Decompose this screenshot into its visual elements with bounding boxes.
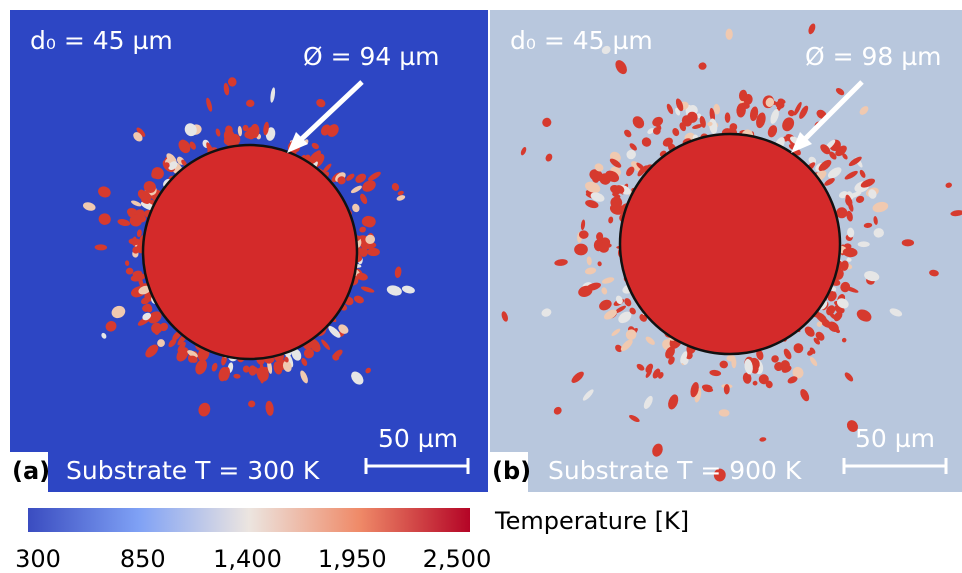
initial-diameter: d₀ = 45 µm	[30, 26, 173, 55]
droplet	[246, 100, 254, 107]
colorbar-tick-label: 300	[15, 545, 61, 573]
colorbar-ticks: 300 850 1,400 1,950 2,500	[15, 545, 491, 573]
droplet	[367, 248, 380, 256]
droplet	[244, 131, 254, 139]
scale-bar-label: 50 µm	[378, 424, 458, 453]
scale-bar-label: 50 µm	[855, 424, 935, 453]
figure: d₀ = 45 µm Ø = 94 µm 50 µm (a) Substrate…	[0, 0, 962, 573]
panel-label: (a)	[12, 457, 50, 485]
droplet	[726, 29, 733, 40]
panel-b: d₀ = 45 µm Ø = 98 µm 50 µm (b) Substrate…	[490, 10, 962, 492]
panel-a: d₀ = 45 µm Ø = 94 µm 50 µm (a) Substrate…	[10, 10, 488, 492]
colorbar-tick-label: 2,500	[423, 545, 492, 573]
colorbar-tick-label: 850	[120, 545, 166, 573]
panel-label: (b)	[492, 457, 531, 485]
splat-disk	[620, 134, 840, 354]
droplet	[858, 241, 870, 247]
substrate-temperature: Substrate T = 900 K	[548, 456, 802, 485]
colorbar-tick-label: 1,400	[213, 545, 282, 573]
spread-diameter: Ø = 98 µm	[805, 42, 942, 71]
initial-diameter: d₀ = 45 µm	[510, 26, 653, 55]
colorbar	[28, 508, 470, 532]
splat-disk	[143, 145, 357, 359]
colorbar-title: Temperature [K]	[494, 507, 689, 535]
substrate-temperature: Substrate T = 300 K	[66, 456, 320, 485]
spread-diameter: Ø = 94 µm	[303, 42, 440, 71]
colorbar-tick-label: 1,950	[318, 545, 387, 573]
